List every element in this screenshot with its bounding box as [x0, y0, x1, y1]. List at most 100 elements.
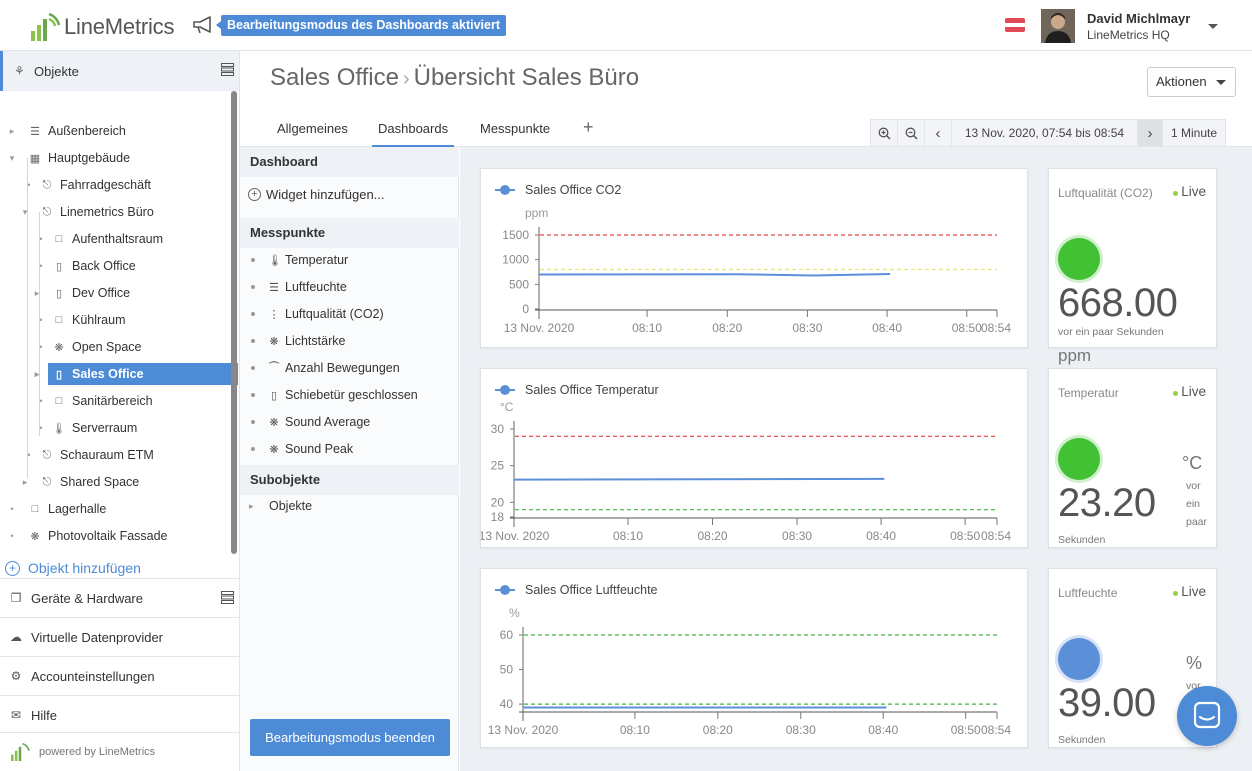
x-tick-label: 13 Nov. 2020 [481, 529, 550, 543]
kpi-widget[interactable]: Luftqualität (CO2) Live 668.00 vor ein p… [1048, 168, 1217, 365]
chevron-down-icon[interactable]: ▾ [22, 206, 28, 217]
tree-item[interactable]: • 🌡 Serverraum [0, 417, 230, 439]
axis-unit-label: % [509, 606, 520, 620]
list-item[interactable]: ❋ Sound Average [240, 411, 459, 433]
chart-widget[interactable]: % 60 50 40 13 Nov. 2020 08:10 08:20 08:30 08:40 0… [480, 568, 1028, 748]
sidebar-item-help[interactable]: ✉ Hilfe [0, 695, 239, 734]
chart-title: Sales Office Luftfeuchte [525, 583, 658, 597]
tree-guide [39, 212, 40, 436]
linemetrics-small-logo-icon [11, 743, 30, 761]
tree-item[interactable]: • ▯ Back Office [0, 255, 230, 277]
tree-item[interactable]: • □ Sanitärbereich [0, 390, 230, 412]
chart-widget[interactable]: ppm 1500 1000 500 0 13 Nov. 2020 08:10 08:20 08:… [480, 168, 1028, 348]
chevron-right-icon[interactable]: ▸ [34, 287, 40, 298]
tree-item[interactable]: • □ Kühlraum [0, 309, 230, 331]
user-name[interactable]: David Michlmayr [1087, 11, 1191, 26]
chevron-down-icon[interactable]: ▾ [9, 152, 15, 163]
zoom-out-icon[interactable] [898, 120, 925, 146]
zoom-in-icon[interactable] [871, 120, 898, 146]
tab-dashboards[interactable]: Dashboards [372, 121, 455, 147]
sidebar-item-objekte[interactable]: ⚘ Objekte [0, 51, 239, 91]
bullet-icon [251, 312, 255, 316]
list-item-label: Lichtstärke [285, 334, 346, 348]
kpi-value: 39.00 [1058, 681, 1156, 725]
list-item[interactable]: ⏜ Anzahl Bewegungen [240, 357, 459, 379]
chevron-right-icon[interactable]: ▸ [22, 476, 28, 487]
end-edit-mode-button[interactable]: Bearbeitungsmodus beenden [250, 719, 450, 756]
list-item[interactable]: ☰ Luftfeuchte [240, 276, 459, 298]
kpi-widget[interactable]: Luftfeuchte Live 39.00 % vor Sekunden [1048, 568, 1217, 748]
sidebar-scrollbar[interactable] [231, 91, 237, 554]
x-tick-label: 08:50 [952, 321, 982, 335]
bullet-icon [251, 393, 255, 397]
chevron-right-icon[interactable]: › [1138, 120, 1163, 146]
y-tick-label: 1500 [502, 228, 529, 242]
tree-item[interactable]: • □ Aufenthaltsraum [0, 228, 230, 250]
y-tick-label: 1000 [502, 253, 529, 267]
chevron-right-icon[interactable]: ▸ [9, 125, 15, 136]
tree-item[interactable]: • ❋ Photovoltaik Fassade [0, 525, 230, 547]
sidebar-item-virtual-providers[interactable]: ☁ Virtuelle Datenprovider [0, 617, 239, 656]
page-title: Sales Office › Übersicht Sales Büro [270, 64, 639, 92]
list-menu-icon[interactable] [221, 591, 234, 604]
chat-launcher-button[interactable] [1177, 686, 1237, 746]
list-item[interactable]: ⋮ Luftqualität (CO2) [240, 303, 459, 325]
time-range[interactable]: 13 Nov. 2020, 07:54 bis 08:54 [952, 120, 1138, 146]
tree-item[interactable]: • ⎋ Schauraum ETM [0, 444, 230, 466]
chat-icon [1193, 701, 1221, 729]
door-icon: ▯ [55, 260, 63, 273]
axis-unit-label: ppm [525, 206, 548, 220]
tree-item[interactable]: • ❋ Open Space [0, 336, 230, 358]
avatar[interactable] [1041, 9, 1075, 43]
sidebar-item-account-settings[interactable]: ⚙ Accounteinstellungen [0, 656, 239, 695]
tree-item[interactable]: ▾ ⎋ Linemetrics Büro [0, 201, 230, 223]
chevron-right-icon[interactable]: ▸ [249, 500, 254, 511]
breadcrumb-parent[interactable]: Sales Office [270, 64, 399, 91]
status-indicator [1058, 438, 1100, 480]
chevron-down-icon[interactable] [1208, 24, 1218, 29]
list-item[interactable]: ❋ Lichtstärke [240, 330, 459, 352]
add-tab-icon[interactable]: + [583, 117, 594, 137]
actions-dropdown[interactable]: Aktionen [1147, 67, 1236, 97]
tree-item[interactable]: ▸ ▯ Dev Office [0, 282, 230, 304]
tree-item-selected[interactable]: ▸ ▯ Sales Office [35, 363, 238, 385]
list-item[interactable]: ▸ Objekte [240, 495, 459, 517]
list-item[interactable]: ▯ Schiebetür geschlossen [240, 384, 459, 406]
austria-flag-icon[interactable] [1005, 18, 1025, 32]
tree-item[interactable]: ▾ ▦ Hauptgebäude [0, 147, 230, 169]
list-item-label: Luftfeuchte [285, 280, 347, 294]
megaphone-icon [193, 16, 211, 34]
tree-item[interactable]: ▸ ⎋ Shared Space [0, 471, 230, 493]
add-widget-label: Widget hinzufügen... [266, 187, 385, 202]
tab-messpunkte[interactable]: Messpunkte [480, 121, 551, 136]
add-object-button[interactable]: + Objekt hinzufügen [5, 560, 141, 576]
tree-item[interactable]: • □ Lagerhalle [0, 498, 230, 520]
y-tick-label: 0 [522, 302, 529, 316]
x-tick-label: 13 Nov. 2020 [504, 321, 575, 335]
list-item-label: Luftqualität (CO2) [285, 307, 384, 321]
add-object-label: Objekt hinzufügen [28, 560, 141, 576]
sidebar-item-devices[interactable]: ❐ Geräte & Hardware [0, 578, 239, 617]
add-widget-button[interactable]: + Widget hinzufügen... [248, 187, 385, 202]
interval-selector[interactable]: 1 Minute [1170, 126, 1218, 140]
chevron-left-icon[interactable]: ‹ [925, 120, 952, 146]
chevron-right-icon[interactable]: ▸ [34, 368, 40, 379]
list-item[interactable]: 🌡 Temperatur [240, 249, 459, 271]
status-indicator [1058, 238, 1100, 280]
tree-item[interactable]: ▸ ☰ Außenbereich [0, 120, 230, 142]
kpi-widget[interactable]: Temperatur Live 23.20 °C vor ein paar Se… [1048, 368, 1217, 548]
tree-item-label: Aufenthaltsraum [72, 232, 164, 246]
bullet-icon [251, 339, 255, 343]
logo[interactable]: LineMetrics [30, 13, 174, 41]
list-item[interactable]: ❋ Sound Peak [240, 438, 459, 460]
bullet-icon: • [39, 261, 43, 271]
tab-allgemeines[interactable]: Allgemeines [277, 121, 348, 136]
messpunkte-header: Messpunkte [240, 218, 459, 248]
x-tick-label: 08:20 [703, 723, 733, 737]
list-menu-icon[interactable] [221, 63, 234, 76]
live-badge: Live [1173, 584, 1206, 599]
chart-widget[interactable]: °C 30 25 20 18 13 Nov. 2020 08:10 08:20 08:30 08:… [480, 368, 1028, 548]
bullet-icon: • [27, 450, 31, 460]
tree-item[interactable]: • ⎋ Fahrradgeschäft [0, 174, 230, 196]
plus-circle-icon: + [5, 560, 20, 576]
